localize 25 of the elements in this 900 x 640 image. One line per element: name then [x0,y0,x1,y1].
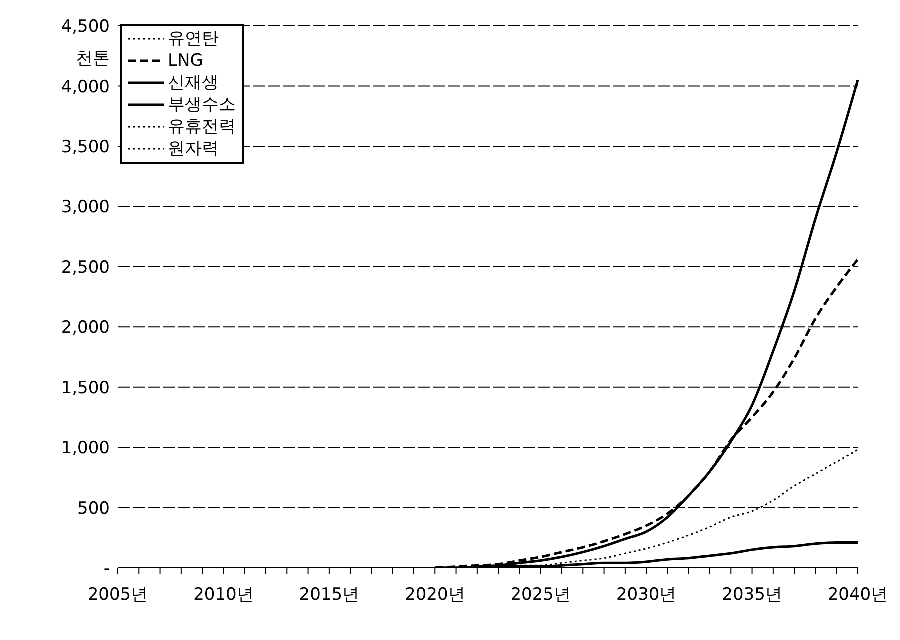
x-tick-label: 2040년 [828,585,888,606]
x-tick-label: 2010년 [194,585,254,606]
y-tick-label: 500 [78,498,110,519]
x-tick-label: 2005년 [88,585,148,606]
legend-label: 부생수소 [168,94,236,116]
x-tick-label: 2020년 [405,585,466,606]
x-tick-label: 2030년 [616,585,677,606]
legend-label: 유휴전력 [168,116,236,138]
y-tick-label: 2,500 [61,258,110,278]
legend-label: 원자력 [168,138,219,160]
x-tick-label: 2025년 [510,585,571,606]
y-tick-label: 1,000 [61,438,110,459]
y-tick-label: 4,000 [61,77,110,98]
y-tick-label: 2,000 [61,318,110,338]
y-axis-title: 천톤 [76,49,110,70]
y-tick-label: 4,500 [61,17,110,38]
y-tick-label: 3,000 [61,198,110,218]
y-tick-label: 1,500 [61,378,110,398]
x-tick-label: 2035년 [722,585,782,606]
legend-label: 신재생 [168,72,219,94]
legend-label: LNG [168,50,204,72]
y-tick-label: - [104,559,110,580]
x-tick-label: 2015년 [299,585,360,606]
legend-label: 유연탄 [168,28,219,50]
y-tick-label: 3,500 [61,137,110,158]
